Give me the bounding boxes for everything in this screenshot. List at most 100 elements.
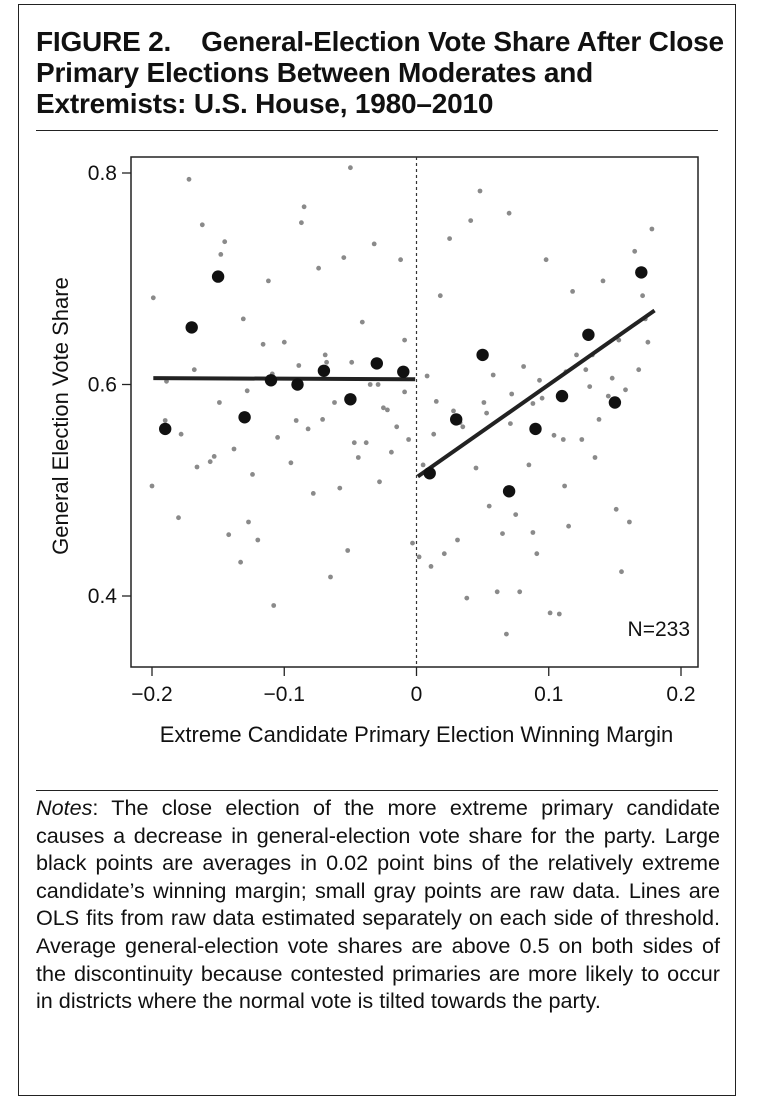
raw-data-point bbox=[416, 554, 422, 560]
binned-mean-point bbox=[264, 374, 278, 387]
raw-data-point bbox=[191, 367, 197, 373]
raw-data-point bbox=[517, 589, 523, 595]
raw-data-point bbox=[640, 293, 645, 299]
raw-data-point bbox=[486, 503, 492, 509]
raw-data-point bbox=[162, 418, 168, 423]
binned-mean-point bbox=[159, 422, 172, 436]
raw-data-point bbox=[349, 359, 355, 365]
y-tick-label: 0.8 bbox=[88, 162, 117, 185]
raw-data-point bbox=[632, 248, 638, 254]
x-tick-label: 0.1 bbox=[534, 683, 563, 706]
x-tick-label: −0.1 bbox=[264, 683, 305, 706]
raw-data-point bbox=[513, 512, 519, 517]
raw-data-point bbox=[600, 278, 606, 284]
raw-data-point bbox=[324, 359, 329, 365]
raw-data-point bbox=[301, 204, 307, 210]
binned-mean-point bbox=[185, 321, 198, 334]
raw-data-point bbox=[539, 395, 545, 401]
raw-data-point bbox=[464, 595, 470, 601]
binned-mean-point bbox=[397, 365, 410, 378]
binned-mean-point bbox=[211, 270, 225, 283]
ols-fit-line bbox=[416, 308, 656, 479]
raw-data-point bbox=[218, 252, 224, 257]
binned-mean-point bbox=[344, 393, 357, 406]
raw-data-point bbox=[437, 293, 443, 299]
raw-data-point bbox=[433, 399, 439, 404]
raw-data-point bbox=[494, 589, 500, 595]
raw-data-point bbox=[310, 491, 316, 496]
raw-data-point bbox=[332, 400, 337, 405]
x-tick-label: −0.2 bbox=[131, 683, 172, 706]
binned-mean-point bbox=[370, 357, 383, 370]
raw-data-point bbox=[255, 537, 261, 543]
raw-data-point bbox=[566, 523, 571, 529]
raw-data-point bbox=[299, 220, 304, 226]
notes-rule bbox=[36, 790, 718, 791]
raw-data-point bbox=[649, 226, 655, 232]
raw-data-point bbox=[150, 295, 156, 301]
raw-data-point bbox=[468, 218, 474, 224]
raw-data-point bbox=[623, 387, 628, 393]
raw-data-point bbox=[367, 382, 373, 387]
raw-data-point bbox=[371, 241, 377, 247]
raw-data-point bbox=[508, 421, 513, 426]
raw-data-point bbox=[226, 532, 232, 538]
figure-label: FIGURE 2. bbox=[36, 26, 172, 57]
raw-data-point bbox=[481, 400, 487, 405]
raw-data-point bbox=[556, 611, 562, 617]
raw-data-point bbox=[385, 407, 390, 413]
raw-data-point bbox=[281, 339, 287, 345]
raw-data-point bbox=[394, 424, 400, 430]
raw-data-point bbox=[149, 483, 155, 489]
binned-mean-point bbox=[317, 364, 331, 377]
raw-data-point bbox=[238, 559, 244, 565]
raw-data-point bbox=[636, 367, 642, 373]
binned-mean-point bbox=[502, 485, 516, 498]
raw-data-point bbox=[560, 437, 566, 442]
raw-data-point bbox=[543, 257, 549, 263]
raw-data-point bbox=[402, 389, 407, 395]
binned-mean-point bbox=[635, 266, 648, 279]
ols-fit-line bbox=[153, 376, 416, 382]
scatter-chart: −0.2 −0.1 0 0.1 0.2 0.4 0.6 0.8 Extreme Candidat… bbox=[48, 156, 699, 747]
raw-data-point bbox=[194, 464, 200, 470]
binned-mean-point bbox=[450, 413, 463, 426]
raw-data-point bbox=[547, 610, 553, 616]
raw-data-point bbox=[211, 454, 217, 459]
raw-data-point bbox=[619, 569, 624, 575]
binned-mean-point bbox=[555, 389, 569, 403]
raw-data-point bbox=[530, 401, 536, 406]
raw-data-point bbox=[424, 373, 430, 379]
raw-data-point bbox=[246, 519, 251, 525]
raw-data-point bbox=[398, 257, 403, 263]
raw-data-point bbox=[562, 483, 567, 489]
x-tick-label: 0.2 bbox=[666, 683, 695, 706]
raw-data-point bbox=[451, 408, 456, 414]
raw-data-point bbox=[460, 424, 466, 430]
raw-data-point bbox=[176, 515, 181, 521]
x-tick-label: 0 bbox=[411, 683, 423, 706]
raw-data-point bbox=[537, 377, 542, 383]
raw-data-point bbox=[410, 540, 415, 546]
raw-data-point bbox=[355, 455, 361, 460]
raw-data-point bbox=[275, 435, 280, 440]
raw-data-point bbox=[178, 431, 184, 437]
binned-mean-point bbox=[238, 411, 251, 424]
sample-size-annotation: N=233 bbox=[628, 618, 690, 641]
raw-data-point bbox=[574, 352, 579, 358]
raw-data-point bbox=[381, 405, 386, 411]
raw-data-point bbox=[406, 437, 411, 442]
figure-frame bbox=[18, 4, 736, 1096]
figure-title: FIGURE 2. General-Election Vote Share Aft… bbox=[36, 26, 726, 119]
raw-data-point bbox=[345, 548, 351, 553]
raw-data-point bbox=[337, 485, 343, 491]
raw-data-point bbox=[455, 537, 460, 543]
raw-data-point bbox=[351, 440, 357, 446]
raw-data-point bbox=[377, 479, 382, 485]
raw-data-point bbox=[389, 449, 394, 455]
raw-data-point bbox=[500, 531, 505, 536]
raw-data-point bbox=[231, 446, 237, 452]
raw-data-point bbox=[431, 431, 437, 437]
raw-data-point bbox=[506, 210, 512, 216]
raw-data-point bbox=[509, 391, 515, 397]
